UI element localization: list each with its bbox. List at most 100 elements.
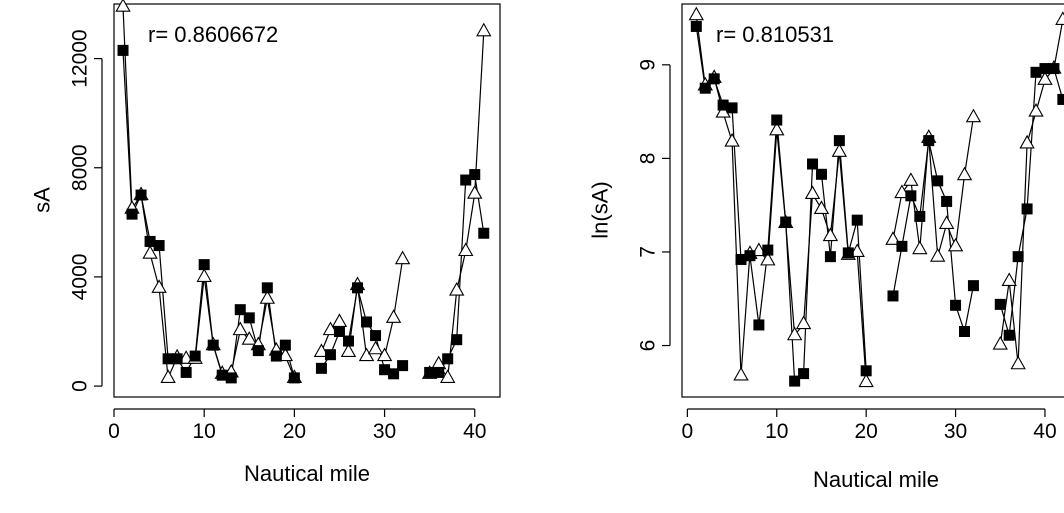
chart1-x-tick-label: 20 xyxy=(854,420,877,443)
chart0-square-point xyxy=(478,227,490,239)
chart0-correlation-annotation: r= 0.8606672 xyxy=(148,22,278,47)
chart0-square-point xyxy=(424,366,436,378)
chart1-series0-line-segment xyxy=(999,67,1064,336)
chart1-square-point xyxy=(762,244,774,256)
chart1-square-point xyxy=(735,253,747,265)
chart1-triangle-point xyxy=(1037,71,1053,85)
chart1-triangle-point xyxy=(965,108,982,123)
chart0-square-point xyxy=(162,353,174,365)
chart1-y-tick-label: 9 xyxy=(637,59,660,71)
chart1-triangle-point xyxy=(786,326,803,341)
chart1-square-point xyxy=(842,247,854,259)
chart0-x-tick-label: 30 xyxy=(373,420,396,443)
chart1-square-point xyxy=(923,135,935,147)
chart0-y-tick-label: 8000 xyxy=(69,144,92,191)
chart0-square-point xyxy=(198,259,210,271)
chart0-square-point xyxy=(171,353,183,365)
chart0-x-axis-label: Nautical mile xyxy=(244,461,370,486)
chart1-square-point xyxy=(798,368,810,380)
chart0-series1-line-segment xyxy=(429,31,485,380)
chart0-triangle-point xyxy=(322,321,339,336)
chart0-x-tick-label: 40 xyxy=(463,420,486,443)
chart0-square-point xyxy=(225,372,237,384)
chart1-x-tick-label: 30 xyxy=(944,420,967,443)
chart0-triangle-point xyxy=(232,321,248,336)
chart1-y-tick-label: 6 xyxy=(637,340,660,352)
chart1-series0-line-segment xyxy=(892,140,974,334)
chart0-triangle-point xyxy=(160,369,176,383)
chart0-square-point xyxy=(460,174,472,186)
chart0-triangle-point xyxy=(142,245,158,259)
chart0-y-axis-label: sA xyxy=(30,187,55,213)
chart1-y-tick-label: 8 xyxy=(637,153,660,165)
chart0-square-point xyxy=(207,339,219,351)
chart1-series1-line-segment xyxy=(695,15,867,383)
chart0-square-point xyxy=(388,368,400,380)
chart1-triangle-point xyxy=(724,132,740,147)
chart1-triangle-point xyxy=(804,185,821,199)
chart1-square-point xyxy=(815,168,827,180)
chart0-square-point xyxy=(243,312,255,324)
chart1-triangle-point xyxy=(956,166,973,181)
chart0-x-tick-label: 20 xyxy=(283,420,306,443)
chart1-y-tick-label: 7 xyxy=(637,246,660,258)
chart1-square-point xyxy=(753,319,765,331)
chart1-square-point xyxy=(994,298,1006,310)
chart0-square-point xyxy=(261,282,273,294)
chart0-x-tick-label: 0 xyxy=(108,420,120,443)
chart1-square-point xyxy=(1057,93,1064,105)
chart1-square-point xyxy=(941,195,953,207)
chart0-triangle-point xyxy=(367,340,384,355)
chart1-triangle-point xyxy=(1001,272,1017,287)
chart1-y-axis-label: ln(sA) xyxy=(588,181,613,238)
chart1-triangle-point xyxy=(1028,102,1044,117)
chart1-triangle-point xyxy=(1010,355,1026,370)
chart0-triangle-point xyxy=(196,268,212,282)
chart0-square-point xyxy=(144,235,156,247)
chart1-triangle-point xyxy=(715,103,731,118)
chart1-square-point xyxy=(887,290,899,302)
chart0-triangle-point xyxy=(358,347,375,362)
chart1-triangle-point xyxy=(813,200,830,214)
chart0-square-point xyxy=(352,282,364,294)
chart0-triangle-point xyxy=(449,281,465,296)
chart1-triangle-point xyxy=(769,121,785,136)
chart0-triangle-point xyxy=(385,309,402,323)
chart0-y-tick-label: 0 xyxy=(69,380,92,392)
chart1-correlation-annotation: r= 0.810531 xyxy=(716,22,834,47)
chart0-triangle-point xyxy=(467,185,483,199)
chart1-square-point xyxy=(726,102,738,114)
chart1-triangle-point xyxy=(1019,134,1035,149)
chart0-triangle-point xyxy=(340,343,357,358)
chart1-triangle-point xyxy=(947,237,964,252)
chart0-square-point xyxy=(180,366,192,378)
chart0-square-point xyxy=(324,349,336,361)
chart1-x-tick-label: 10 xyxy=(765,420,788,443)
chart0-square-point xyxy=(117,44,129,56)
chart1-triangle-point xyxy=(938,215,955,229)
chart1-x-axis-label: Nautical mile xyxy=(813,467,939,492)
chart1-square-point xyxy=(860,365,872,377)
chart0-square-point xyxy=(279,339,291,351)
chart0-square-point xyxy=(433,366,445,378)
chart1-square-point xyxy=(851,214,863,226)
chart0-triangle-point xyxy=(376,347,393,362)
chart1-triangle-point xyxy=(849,243,865,258)
chart1-square-point xyxy=(789,375,801,387)
chart0-triangle-point xyxy=(394,250,411,265)
chart1-square-point xyxy=(1003,329,1015,341)
chart1-triangle-point xyxy=(822,227,839,242)
chart1-square-point xyxy=(905,190,917,202)
chart1-square-point xyxy=(717,99,729,111)
chart1-data-area xyxy=(688,6,1064,388)
chart1-square-point xyxy=(780,216,792,228)
chart1-square-point xyxy=(771,114,783,126)
chart0-triangle-point xyxy=(331,313,348,327)
chart1-triangle-point xyxy=(903,172,919,186)
chart0-square-point xyxy=(379,364,391,376)
chart1-plot-frame xyxy=(681,3,1064,398)
chart0-square-point xyxy=(333,326,345,337)
chart1-series1-line-segment xyxy=(892,117,974,257)
chart0-series1-line-segment xyxy=(122,6,295,381)
chart0-square-point xyxy=(442,353,454,365)
